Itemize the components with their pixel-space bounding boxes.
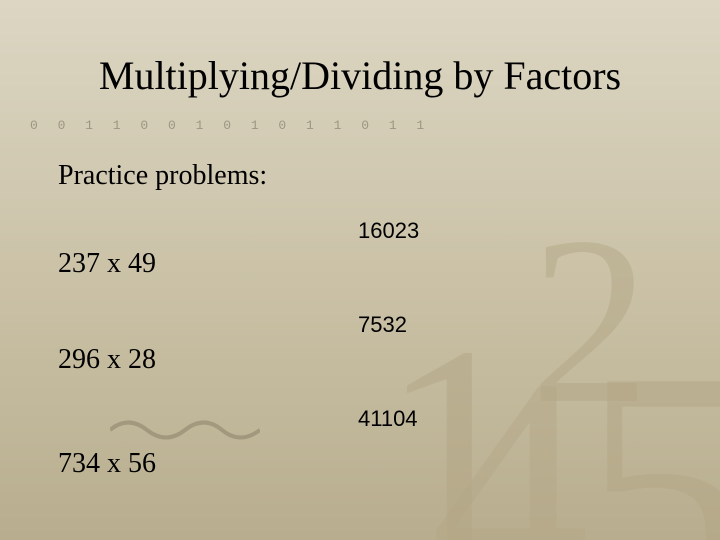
slide-subtitle: Practice problems:: [58, 160, 267, 192]
bg-digit-5: 5: [580, 320, 720, 540]
answer-2: 7532: [358, 312, 407, 338]
problem-2: 296 x 28: [58, 344, 156, 376]
wave-decoration: [110, 415, 260, 445]
bg-digit-2: 2: [530, 200, 650, 440]
slide: 1 2 4 5 0 0 1 1 0 0 1 0 1 0 1 1 0 1 1 Mu…: [0, 0, 720, 540]
answer-3: 41104: [358, 406, 418, 432]
problem-1: 237 x 49: [58, 248, 156, 280]
problem-3: 734 x 56: [58, 448, 156, 480]
binary-strip: 0 0 1 1 0 0 1 0 1 0 1 1 0 1 1: [30, 118, 430, 133]
answer-1: 16023: [358, 218, 419, 244]
bg-digit-4: 4: [430, 330, 590, 540]
slide-title: Multiplying/Dividing by Factors: [0, 52, 720, 99]
